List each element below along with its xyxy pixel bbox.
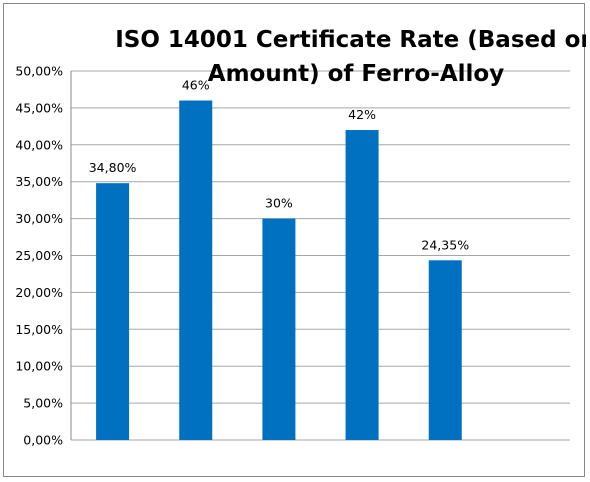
chart-frame: 0,00% 5,00% 10,00% 15,00% 20,00% 25,00% 30,00%… <box>3 3 586 477</box>
bar-data-label: 30% <box>265 196 293 211</box>
bar <box>262 218 296 440</box>
y-tick-label: 45,00% <box>15 100 63 115</box>
bar-data-label: 24,35% <box>421 237 469 252</box>
bar <box>179 100 213 441</box>
y-tick-label: 10,00% <box>15 359 63 374</box>
chart-title-line-1: ISO 14001 Certificate Rate (Based on <box>115 27 586 53</box>
bar <box>428 260 462 440</box>
y-axis-tick-labels: 0,00% 5,00% 10,00% 15,00% 20,00% 25,00% 30,00%… <box>15 64 63 448</box>
y-tick-label: 5,00% <box>23 396 63 411</box>
bar-data-label: 46% <box>182 78 210 93</box>
y-tick-label: 25,00% <box>15 248 63 263</box>
bar <box>345 130 379 440</box>
bar-data-label: 42% <box>348 107 376 122</box>
y-tick-label: 30,00% <box>15 211 63 226</box>
y-tick-label: 35,00% <box>15 174 63 189</box>
gridlines <box>70 70 570 441</box>
bar <box>96 183 130 440</box>
y-tick-label: 40,00% <box>15 137 63 152</box>
bars <box>96 100 462 441</box>
y-tick-label: 20,00% <box>15 285 63 300</box>
data-labels: 34,80% 46% 30% 42% 24,35% <box>89 78 469 253</box>
y-tick-label: 50,00% <box>15 64 63 79</box>
bar-data-label: 34,80% <box>89 160 137 175</box>
y-tick-label: 15,00% <box>15 322 63 337</box>
chart-title-line-2: Amount) of Ferro-Alloy <box>208 61 504 87</box>
bar-chart: 0,00% 5,00% 10,00% 15,00% 20,00% 25,00% 30,00%… <box>15 27 586 448</box>
y-tick-label: 0,00% <box>23 433 63 448</box>
